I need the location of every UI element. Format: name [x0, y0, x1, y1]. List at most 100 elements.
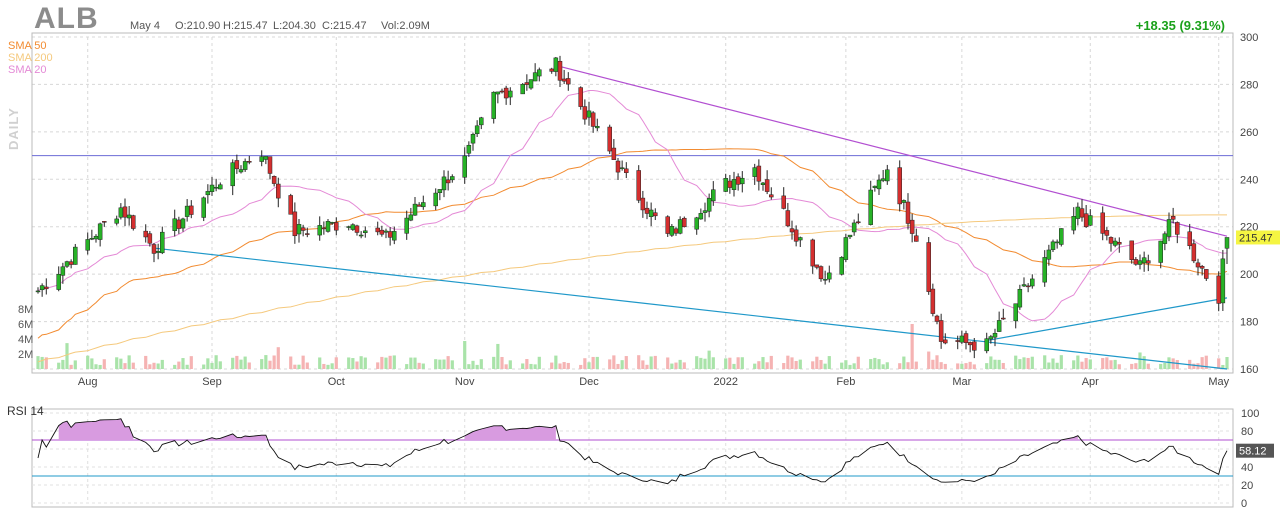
- volume-bar: [910, 324, 914, 369]
- candle-body: [317, 225, 322, 236]
- candle-body: [934, 315, 940, 322]
- volume-bar: [1076, 355, 1080, 369]
- candle-body: [930, 288, 936, 314]
- volume-label-4m: 4M: [18, 334, 34, 346]
- volume-bar: [989, 356, 993, 369]
- candle-body: [218, 184, 223, 190]
- candle-body: [694, 217, 699, 230]
- x-tick-label: Sep: [202, 376, 222, 388]
- volume-bar: [1018, 359, 1022, 369]
- volume-bar: [869, 359, 873, 369]
- candle-body: [711, 189, 716, 202]
- candle-body: [64, 261, 70, 267]
- candle-body: [102, 221, 107, 223]
- volume-bar: [856, 356, 860, 369]
- candle-body: [644, 207, 650, 214]
- candle-body: [363, 230, 368, 234]
- volume-bar: [450, 360, 454, 369]
- candle-body: [793, 229, 799, 242]
- volume-bar: [442, 359, 446, 369]
- volume-bar: [1088, 359, 1092, 369]
- candle-body: [785, 210, 791, 227]
- volume-bar: [703, 358, 707, 369]
- volume-label-2m: 2M: [18, 349, 34, 361]
- volume-bar: [670, 363, 674, 369]
- candle-body: [1079, 208, 1085, 218]
- volume-bar: [235, 355, 239, 369]
- candle-body: [1195, 262, 1201, 268]
- volume-bar: [674, 362, 678, 369]
- volume-bar: [156, 363, 160, 369]
- trendline: [986, 297, 1228, 342]
- volume-bar: [1084, 357, 1088, 369]
- volume-bar: [587, 362, 591, 369]
- candle-body: [416, 204, 422, 207]
- candle-body: [450, 176, 455, 181]
- volume-bar: [380, 356, 384, 369]
- volume-bar: [1167, 357, 1171, 369]
- volume-bar: [1142, 356, 1146, 369]
- candle-body: [561, 78, 567, 82]
- volume-bar: [264, 355, 268, 369]
- candle-body: [926, 242, 931, 292]
- candle-body: [39, 285, 45, 291]
- candle-body: [474, 125, 480, 134]
- volume-bar: [699, 357, 703, 369]
- volume-bar: [1225, 357, 1229, 369]
- volume-bar: [666, 357, 670, 369]
- candle-body: [822, 279, 828, 281]
- candle-body: [126, 214, 132, 219]
- x-tick-label: May: [1208, 376, 1229, 388]
- volume-bar: [61, 359, 65, 369]
- rsi-title: RSI 14: [7, 404, 44, 418]
- volume-bar: [1113, 359, 1117, 369]
- candle-body: [93, 235, 99, 240]
- candle-body: [321, 227, 327, 230]
- candle-body: [392, 231, 397, 241]
- y-tick-label: 280: [1240, 79, 1258, 91]
- legend-sma50: SMA 50: [8, 40, 47, 52]
- candle-body: [1013, 303, 1018, 322]
- candle-body: [1141, 257, 1147, 264]
- volume-bar: [471, 360, 475, 369]
- period-label: DAILY: [6, 107, 21, 150]
- candle-body: [350, 224, 356, 230]
- candle-body: [499, 90, 505, 93]
- candle-body: [189, 205, 194, 215]
- volume-bar: [724, 358, 728, 369]
- volume-bar: [641, 360, 645, 369]
- volume-bar: [1101, 358, 1105, 369]
- volume-bar: [811, 361, 815, 369]
- candle-body: [375, 227, 380, 233]
- candle-body: [89, 238, 95, 240]
- volume-bar: [885, 362, 889, 369]
- price-grid: [32, 36, 1233, 503]
- candle-body: [702, 210, 708, 213]
- volume-bar: [579, 364, 583, 369]
- candle-body: [495, 91, 501, 95]
- last-rsi-label: 58.12: [1239, 446, 1267, 458]
- candle-body: [85, 239, 90, 251]
- candle-body: [441, 176, 447, 191]
- volume-bar: [1080, 361, 1084, 369]
- candle-body: [1054, 241, 1060, 244]
- volume-bar: [1001, 362, 1005, 369]
- candle-body: [988, 336, 994, 340]
- volume-bar: [131, 362, 135, 369]
- volume-bar: [554, 355, 558, 369]
- volume-bar: [160, 359, 164, 369]
- candle-body: [176, 219, 182, 229]
- volume-bar: [268, 360, 272, 369]
- volume-bar: [301, 355, 305, 369]
- volume-bar: [819, 359, 823, 369]
- candle-body: [677, 219, 683, 234]
- volume-bar: [421, 363, 425, 369]
- candle-body: [288, 195, 293, 215]
- candle-body: [155, 250, 161, 253]
- volume-bar: [956, 363, 960, 369]
- candle-body: [566, 78, 571, 85]
- candle-body: [1030, 278, 1035, 287]
- volume-bar: [144, 355, 148, 369]
- volume-bar: [1175, 360, 1179, 369]
- volume-label-8m: 8M: [18, 304, 34, 316]
